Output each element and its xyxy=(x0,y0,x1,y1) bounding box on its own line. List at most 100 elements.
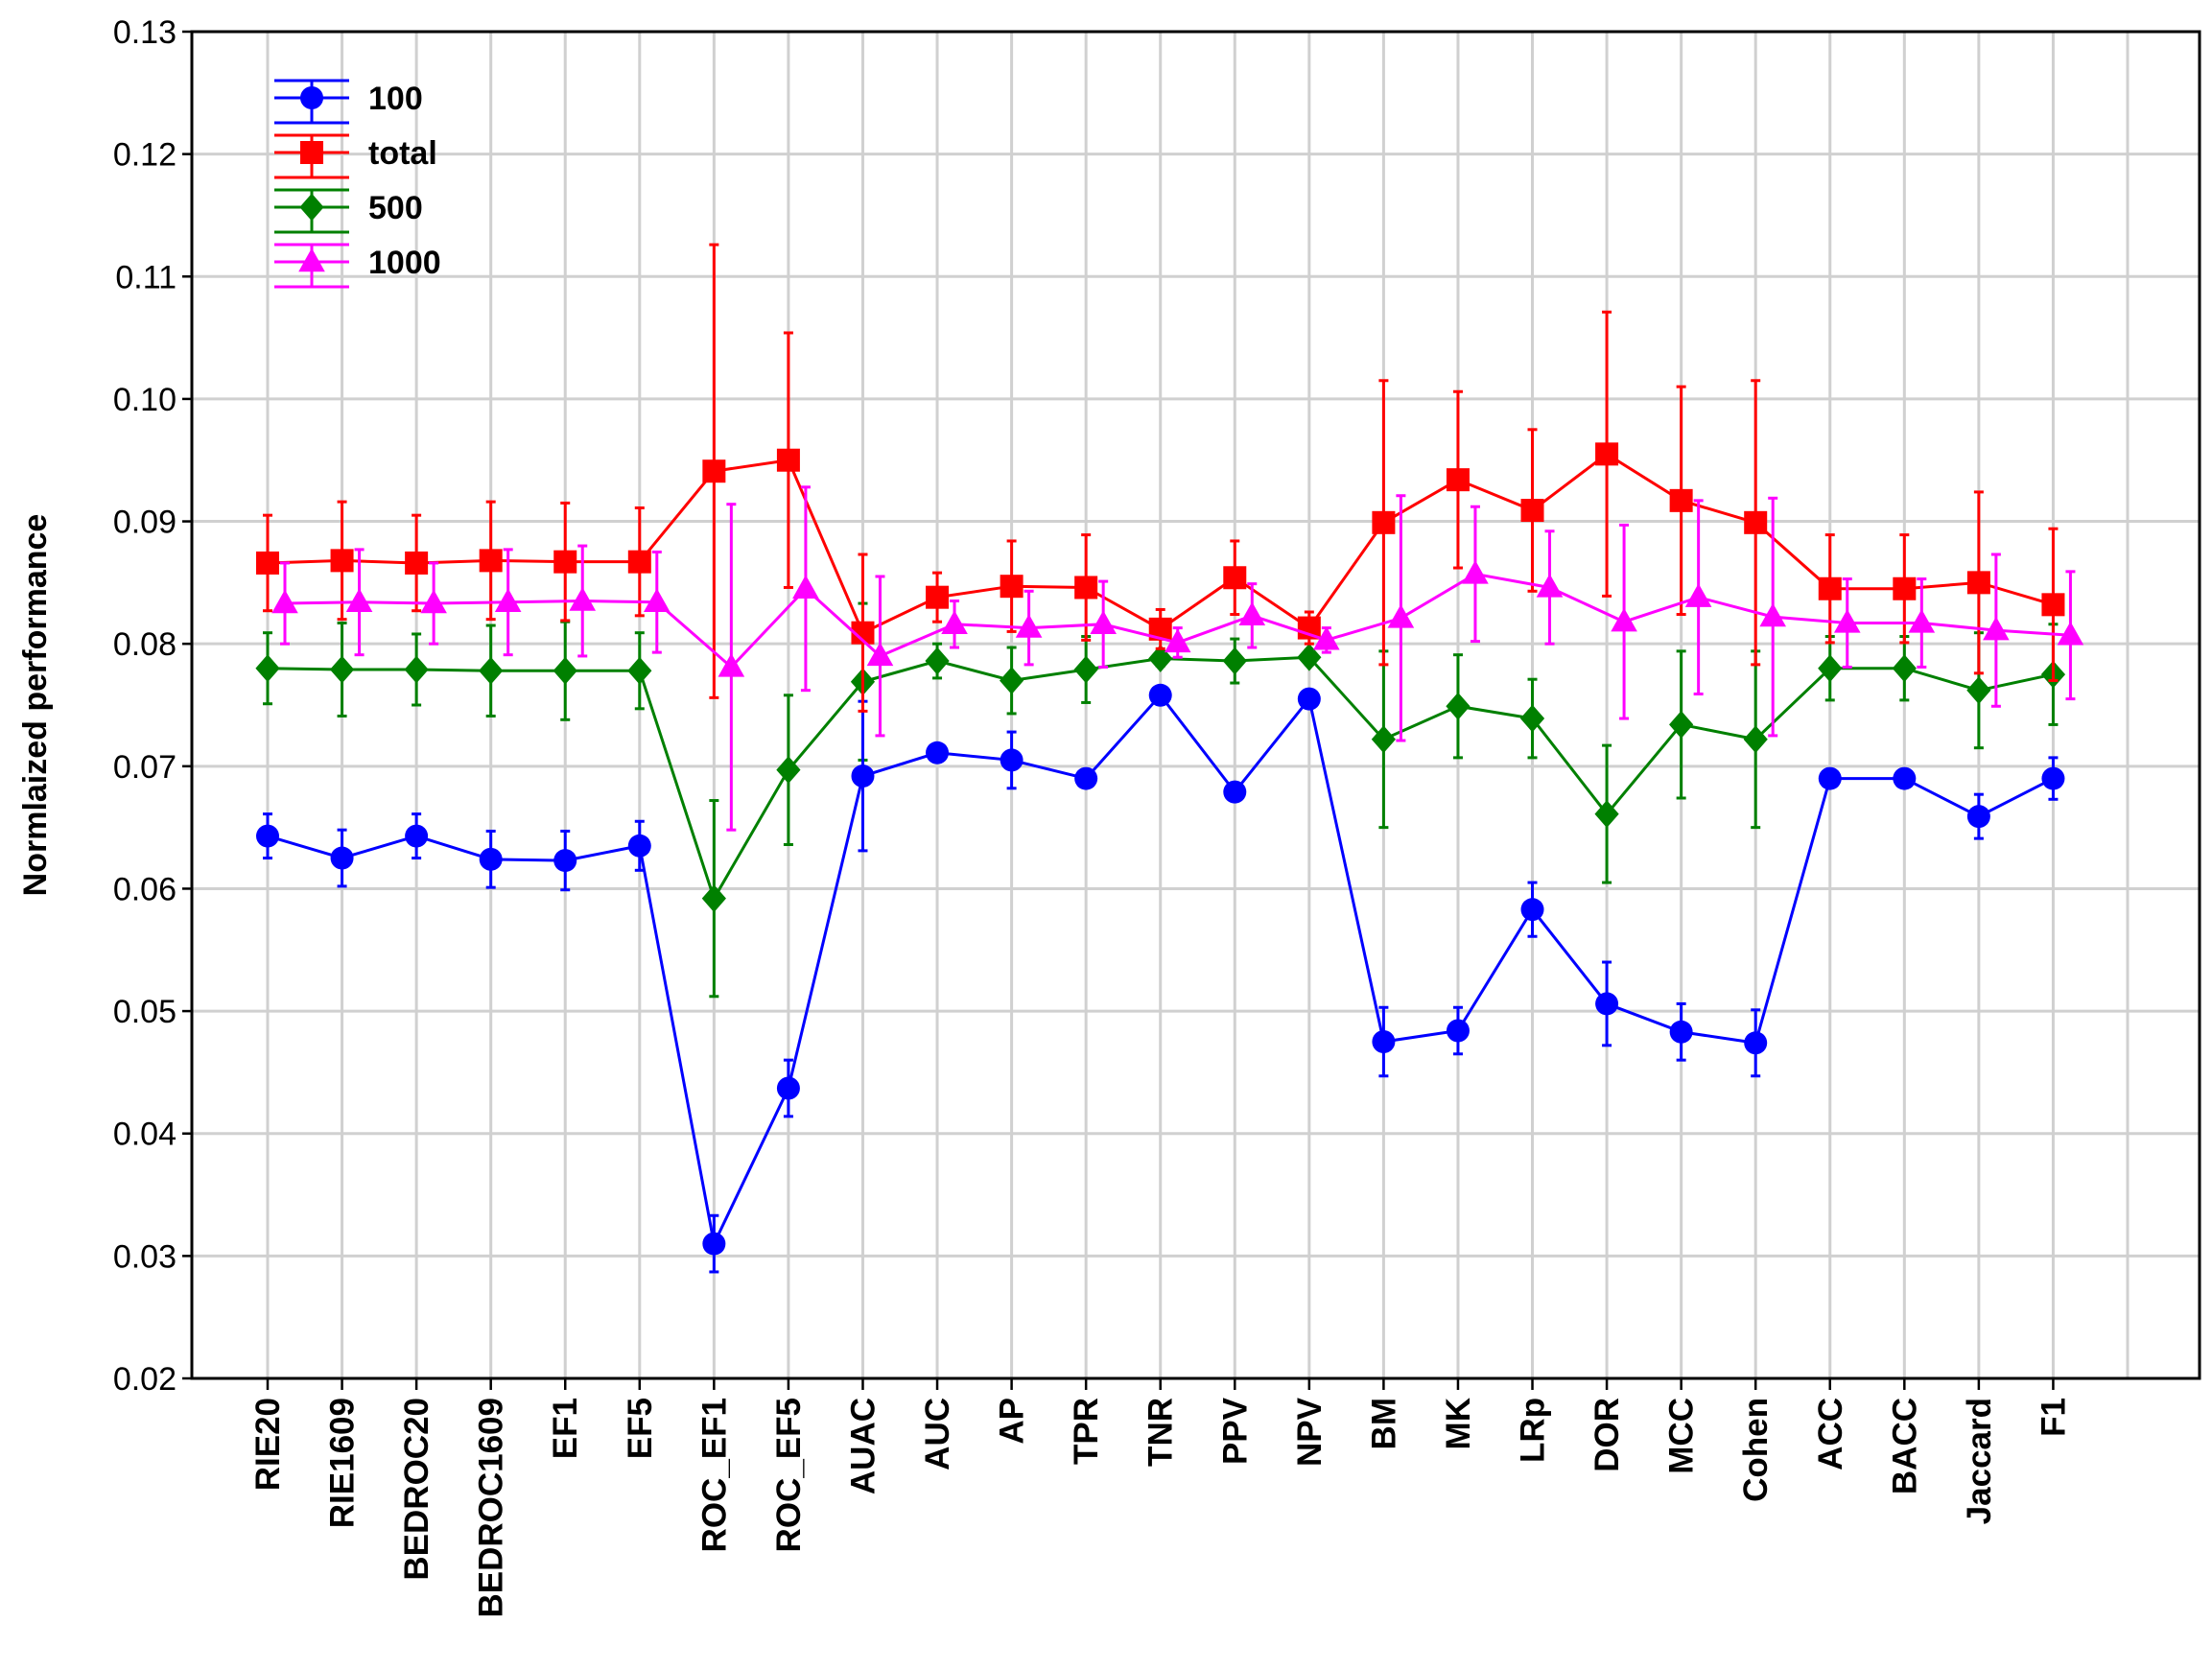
data-point xyxy=(1015,614,1043,638)
data-point xyxy=(255,654,280,683)
y-tick-label: 0.07 xyxy=(113,749,176,786)
data-point xyxy=(941,610,968,634)
data-point xyxy=(1223,780,1247,804)
grid-layer xyxy=(192,30,2200,1380)
data-point xyxy=(1759,602,1786,627)
data-point xyxy=(1966,805,1990,829)
data-point xyxy=(1892,654,1917,683)
data-point xyxy=(1893,766,1917,790)
y-tick-label: 0.09 xyxy=(113,505,176,541)
data-point xyxy=(1743,725,1768,754)
data-point xyxy=(851,764,875,788)
data-point xyxy=(1000,748,1024,772)
data-point xyxy=(405,551,429,575)
x-tick-label: AUAC xyxy=(844,1398,882,1494)
data-point xyxy=(479,847,503,871)
legend-marker xyxy=(300,86,323,109)
data-point xyxy=(553,656,577,685)
legend-item-500: 500 xyxy=(274,188,423,234)
data-point xyxy=(1669,711,1694,739)
legend-item-total: total xyxy=(274,133,437,179)
x-tick-label: BACC xyxy=(1886,1398,1923,1494)
data-point xyxy=(1223,566,1247,590)
x-axis-ticks: RIE20 RIE1609 BEDROC20 BEDROC1609 EF1 EF5 ROC_… xyxy=(249,1378,2072,1618)
data-point xyxy=(479,656,504,685)
x-tick-label: BEDROC20 xyxy=(398,1398,435,1581)
data-point xyxy=(1148,645,1173,672)
y-tick-label: 0.04 xyxy=(113,1117,176,1153)
x-tick-label: TPR xyxy=(1068,1398,1105,1465)
data-point xyxy=(1595,992,1619,1016)
data-point xyxy=(1744,510,1768,534)
data-point xyxy=(1446,1019,1470,1043)
data-point xyxy=(1595,442,1619,466)
data-point xyxy=(1222,647,1247,675)
data-point xyxy=(1520,499,1544,523)
data-point xyxy=(404,655,429,684)
data-point xyxy=(1744,1031,1768,1055)
data-point xyxy=(256,824,279,848)
x-tick-label: Cohen xyxy=(1737,1398,1775,1502)
data-point xyxy=(330,549,354,573)
legend-item-1000: 1000 xyxy=(274,243,441,289)
y-tick-label: 0.02 xyxy=(113,1361,176,1398)
x-tick-label: AUC xyxy=(919,1398,956,1470)
data-point xyxy=(776,1076,800,1100)
y-tick-label: 0.12 xyxy=(113,137,176,174)
data-point xyxy=(1669,1020,1693,1044)
data-point xyxy=(1893,576,1917,600)
data-point xyxy=(1519,704,1545,733)
data-point xyxy=(329,655,355,684)
data-point xyxy=(718,653,745,677)
data-point xyxy=(569,587,597,611)
data-point xyxy=(2041,593,2065,617)
data-point xyxy=(627,834,651,858)
data-point xyxy=(1090,610,1117,634)
data-point xyxy=(420,589,447,614)
series-1000 xyxy=(271,485,2084,832)
data-point xyxy=(1520,898,1544,922)
data-point xyxy=(1371,725,1396,754)
legend-marker xyxy=(299,193,324,222)
x-tick-label: MK xyxy=(1440,1398,1477,1449)
x-tick-label: BM xyxy=(1365,1398,1402,1449)
data-point xyxy=(256,551,279,575)
data-point xyxy=(1297,643,1322,671)
data-point xyxy=(1462,560,1489,584)
legend-label: 500 xyxy=(368,190,423,226)
y-tick-label: 0.06 xyxy=(113,871,176,907)
data-point xyxy=(1000,575,1024,599)
legend-label: 100 xyxy=(368,81,423,117)
y-axis-ticks: 0.02 0.03 0.04 0.05 0.06 0.07 0.08 0.09 0.10 0.11… xyxy=(113,14,192,1398)
data-point xyxy=(1387,603,1415,628)
x-tick-label: F1 xyxy=(2035,1398,2072,1437)
data-point xyxy=(1446,692,1471,720)
data-point xyxy=(2057,621,2084,646)
data-point xyxy=(926,585,950,609)
x-tick-label: AP xyxy=(994,1398,1031,1445)
data-point xyxy=(776,448,800,472)
x-tick-label: ROC_EF5 xyxy=(770,1398,808,1552)
x-tick-label: RIE1609 xyxy=(324,1398,362,1528)
data-point xyxy=(926,741,950,764)
data-point xyxy=(644,588,671,612)
x-tick-label: EF1 xyxy=(547,1398,584,1459)
data-point xyxy=(792,575,819,599)
x-tick-label: PPV xyxy=(1216,1397,1254,1465)
y-tick-label: 0.10 xyxy=(113,382,176,418)
data-point xyxy=(1966,676,1991,705)
x-tick-label: DOR xyxy=(1588,1398,1626,1472)
data-point xyxy=(1297,687,1321,711)
series-total xyxy=(256,243,2065,713)
x-tick-label: ACC xyxy=(1812,1398,1849,1470)
data-point xyxy=(1446,468,1470,492)
data-point xyxy=(1372,510,1396,534)
data-point xyxy=(345,588,373,612)
data-point xyxy=(925,647,950,675)
legend-label: 1000 xyxy=(368,245,441,281)
data-point xyxy=(702,459,726,483)
series-layer xyxy=(255,243,2084,1274)
x-tick-label: RIE20 xyxy=(249,1398,287,1491)
data-point xyxy=(1536,574,1564,598)
